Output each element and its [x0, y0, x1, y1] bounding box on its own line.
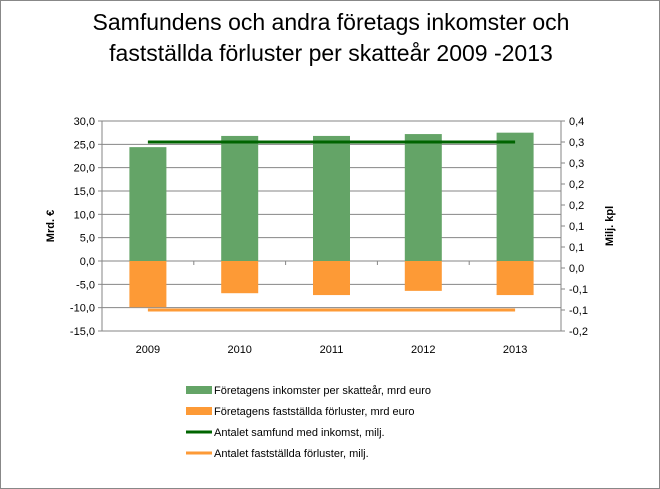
y2-tick-label: 0,2 [569, 200, 584, 212]
chart-title-line-1: Samfundens och andra företags inkomster … [92, 9, 570, 35]
bar-0-2011 [313, 135, 350, 261]
y-tick-label: 30,0 [74, 116, 95, 128]
y-tick-label: 15,0 [74, 186, 95, 198]
chart-title-line-2: fastställda förluster per skatteår 2009 … [109, 40, 553, 66]
bar-1-2011 [313, 261, 350, 296]
bar-0-2009 [129, 147, 167, 261]
y2-tick-label: 0,3 [569, 158, 584, 170]
chart-title: Samfundens och andra företags inkomster … [1, 7, 659, 69]
legend-label-3: Antalet fastställda förluster, milj. [214, 448, 369, 460]
bar-1-2010 [221, 261, 259, 294]
y2-tick-label: -0,2 [569, 326, 588, 338]
y-tick-label: 10,0 [74, 209, 95, 221]
y2-tick-label: -0,1 [569, 284, 588, 296]
legend-swatch-1 [186, 407, 212, 415]
bar-1-2013 [496, 261, 534, 296]
legend-label-2: Antalet samfund med inkomst, milj. [214, 427, 385, 439]
legend-swatch-0 [186, 386, 212, 394]
y2-tick-label: 0,3 [569, 137, 584, 149]
y-tick-label: 0,0 [80, 256, 95, 268]
y-axis-label: Mrd. € [45, 210, 57, 242]
x-tick-label: 2011 [320, 344, 344, 356]
y2-tick-label: 0,1 [569, 221, 584, 233]
y-tick-label: -5,0 [76, 279, 95, 291]
y2-axis-label: Milj. kpl [604, 206, 616, 246]
x-tick-label: 2013 [503, 344, 527, 356]
y2-tick-label: 0,0 [569, 263, 584, 275]
x-tick-label: 2009 [136, 344, 160, 356]
y-tick-label: 25,0 [74, 139, 95, 151]
bar-0-2010 [221, 135, 259, 261]
legend-label-0: Företagens inkomster per skatteår, mrd e… [214, 385, 431, 397]
y-tick-label: -15,0 [70, 326, 95, 338]
y2-tick-label: 0,2 [569, 179, 584, 191]
y-tick-label: 5,0 [80, 233, 95, 245]
bar-1-2012 [404, 261, 442, 291]
y-tick-label: -10,0 [70, 303, 95, 315]
x-tick-label: 2012 [411, 344, 435, 356]
bar-0-2012 [404, 134, 442, 261]
y2-tick-label: 0,4 [569, 116, 584, 128]
y2-tick-label: 0,1 [569, 242, 584, 254]
y-tick-label: 20,0 [74, 163, 95, 175]
x-tick-label: 2010 [227, 344, 251, 356]
bar-1-2009 [129, 261, 167, 308]
bar-0-2013 [496, 132, 534, 261]
legend-label-1: Företagens fastställda förluster, mrd eu… [214, 406, 415, 418]
y2-tick-label: -0,1 [569, 305, 588, 317]
